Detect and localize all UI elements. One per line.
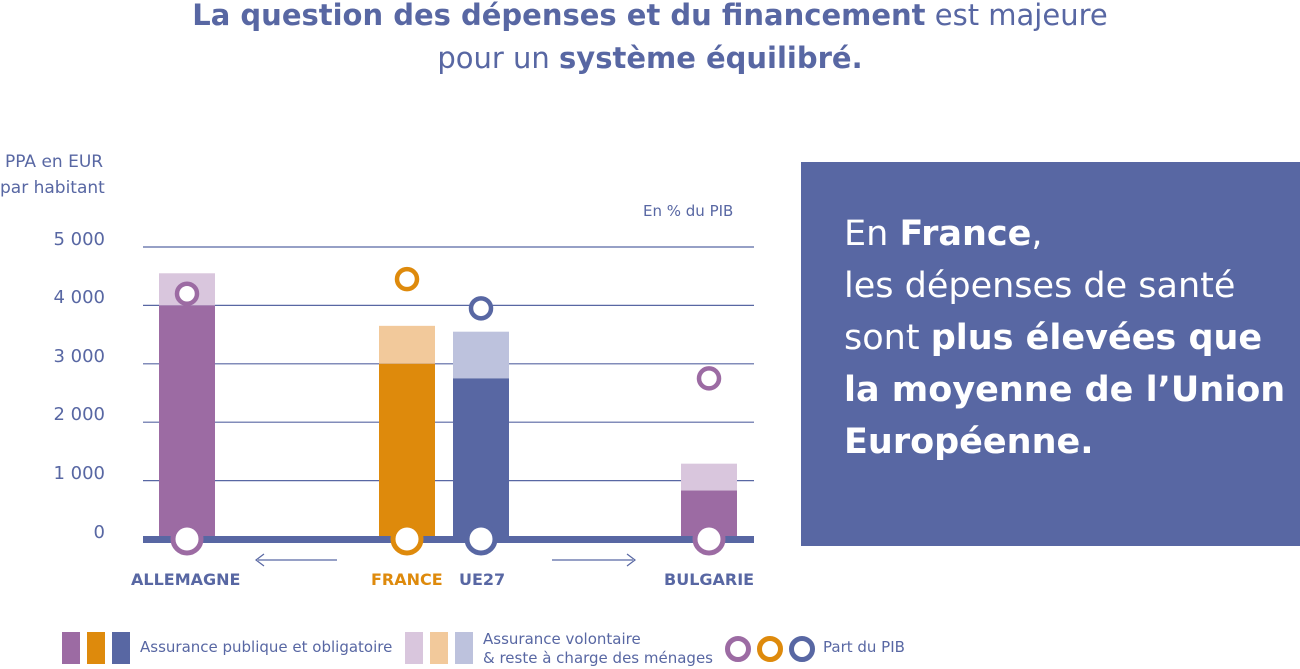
legend-swatch-france	[87, 632, 105, 664]
category-label-bulgarie: BULGARIE	[664, 570, 755, 589]
panel-line4-bold: la moyenne de l’Union	[844, 370, 1286, 410]
base-ring-marker	[692, 522, 726, 556]
panel-line5-bold: Européenne.	[844, 422, 1094, 462]
bar-segment-public	[453, 378, 509, 539]
legend-label-voluntary: Assurance volontaire & reste à charge de…	[483, 630, 713, 668]
legend-label-voluntary-line2: & reste à charge des ménages	[483, 649, 713, 667]
y-tick-label: 5 000	[53, 229, 105, 250]
y-tick-label: 0	[93, 522, 105, 543]
pib-axis-label: En % du PIB	[643, 202, 734, 220]
y-tick-label: 4 000	[53, 287, 105, 308]
legend-label-voluntary-line1: Assurance volontaire	[483, 630, 641, 648]
bar-segment-voluntary	[379, 325, 435, 364]
panel-line3-bold: plus élevées que	[930, 318, 1263, 358]
y-axis-label-line2: par habitant	[0, 178, 105, 198]
legend-ring-allemagne-icon	[725, 636, 751, 662]
y-axis-label-line1: PPA en EUR	[5, 152, 104, 172]
chart-title: La question des dépenses et du financeme…	[0, 0, 1300, 80]
legend-swatch-allemagne-light	[405, 632, 423, 664]
pib-ring-marker	[174, 281, 200, 306]
baseline	[143, 536, 754, 543]
y-tick-label: 3 000	[53, 346, 105, 367]
title-bold-1: La question des dépenses et du financeme…	[192, 0, 926, 32]
title-light-1: est majeure	[925, 0, 1108, 32]
right-arrow-head-icon	[626, 553, 636, 567]
category-label-allemagne: ALLEMAGNE	[131, 570, 241, 589]
legend-ring-france-icon	[757, 636, 783, 662]
left-arrow-head-icon	[255, 553, 265, 567]
highlight-text: En France, les dépenses de santé sont pl…	[844, 208, 1285, 468]
pib-ring-marker	[696, 366, 722, 391]
legend-swatch-ue27-light	[455, 632, 473, 664]
base-ring-marker	[464, 522, 498, 556]
bar-segment-public	[379, 363, 435, 539]
y-tick-label: 1 000	[53, 463, 105, 484]
legend-label-public: Assurance publique et obligatoire	[140, 638, 393, 656]
legend-label-pib: Part du PIB	[823, 638, 905, 656]
panel-line1-light: En	[844, 214, 900, 254]
y-tick-label: 2 000	[53, 404, 105, 425]
base-ring-marker	[170, 522, 204, 556]
legend-ring-ue27-icon	[789, 636, 815, 662]
legend-swatch-ue27	[112, 632, 130, 664]
y-axis-label: PPA en EUR par habitant	[0, 149, 105, 201]
panel-line1-end: ,	[1031, 214, 1043, 254]
legend-swatch-allemagne	[62, 632, 80, 664]
pib-ring-marker	[394, 266, 420, 292]
category-label-france: FRANCE	[371, 570, 443, 589]
bar-chart	[143, 246, 754, 567]
category-label-ue27: UE27	[459, 570, 506, 589]
legend-swatch-france-light	[430, 632, 448, 664]
pib-ring-marker	[468, 296, 494, 321]
panel-line1-bold: France	[899, 214, 1032, 254]
title-light-2: pour un	[437, 41, 560, 75]
highlight-panel	[801, 162, 1300, 546]
panel-line2: les dépenses de santé	[844, 266, 1236, 306]
title-bold-2: système équilibré.	[559, 41, 863, 75]
bar-segment-voluntary	[453, 331, 509, 379]
bar-segment-public	[159, 305, 215, 539]
panel-line3-light: sont	[844, 318, 931, 358]
base-ring-marker	[390, 522, 424, 556]
bar-segment-voluntary	[681, 463, 737, 491]
